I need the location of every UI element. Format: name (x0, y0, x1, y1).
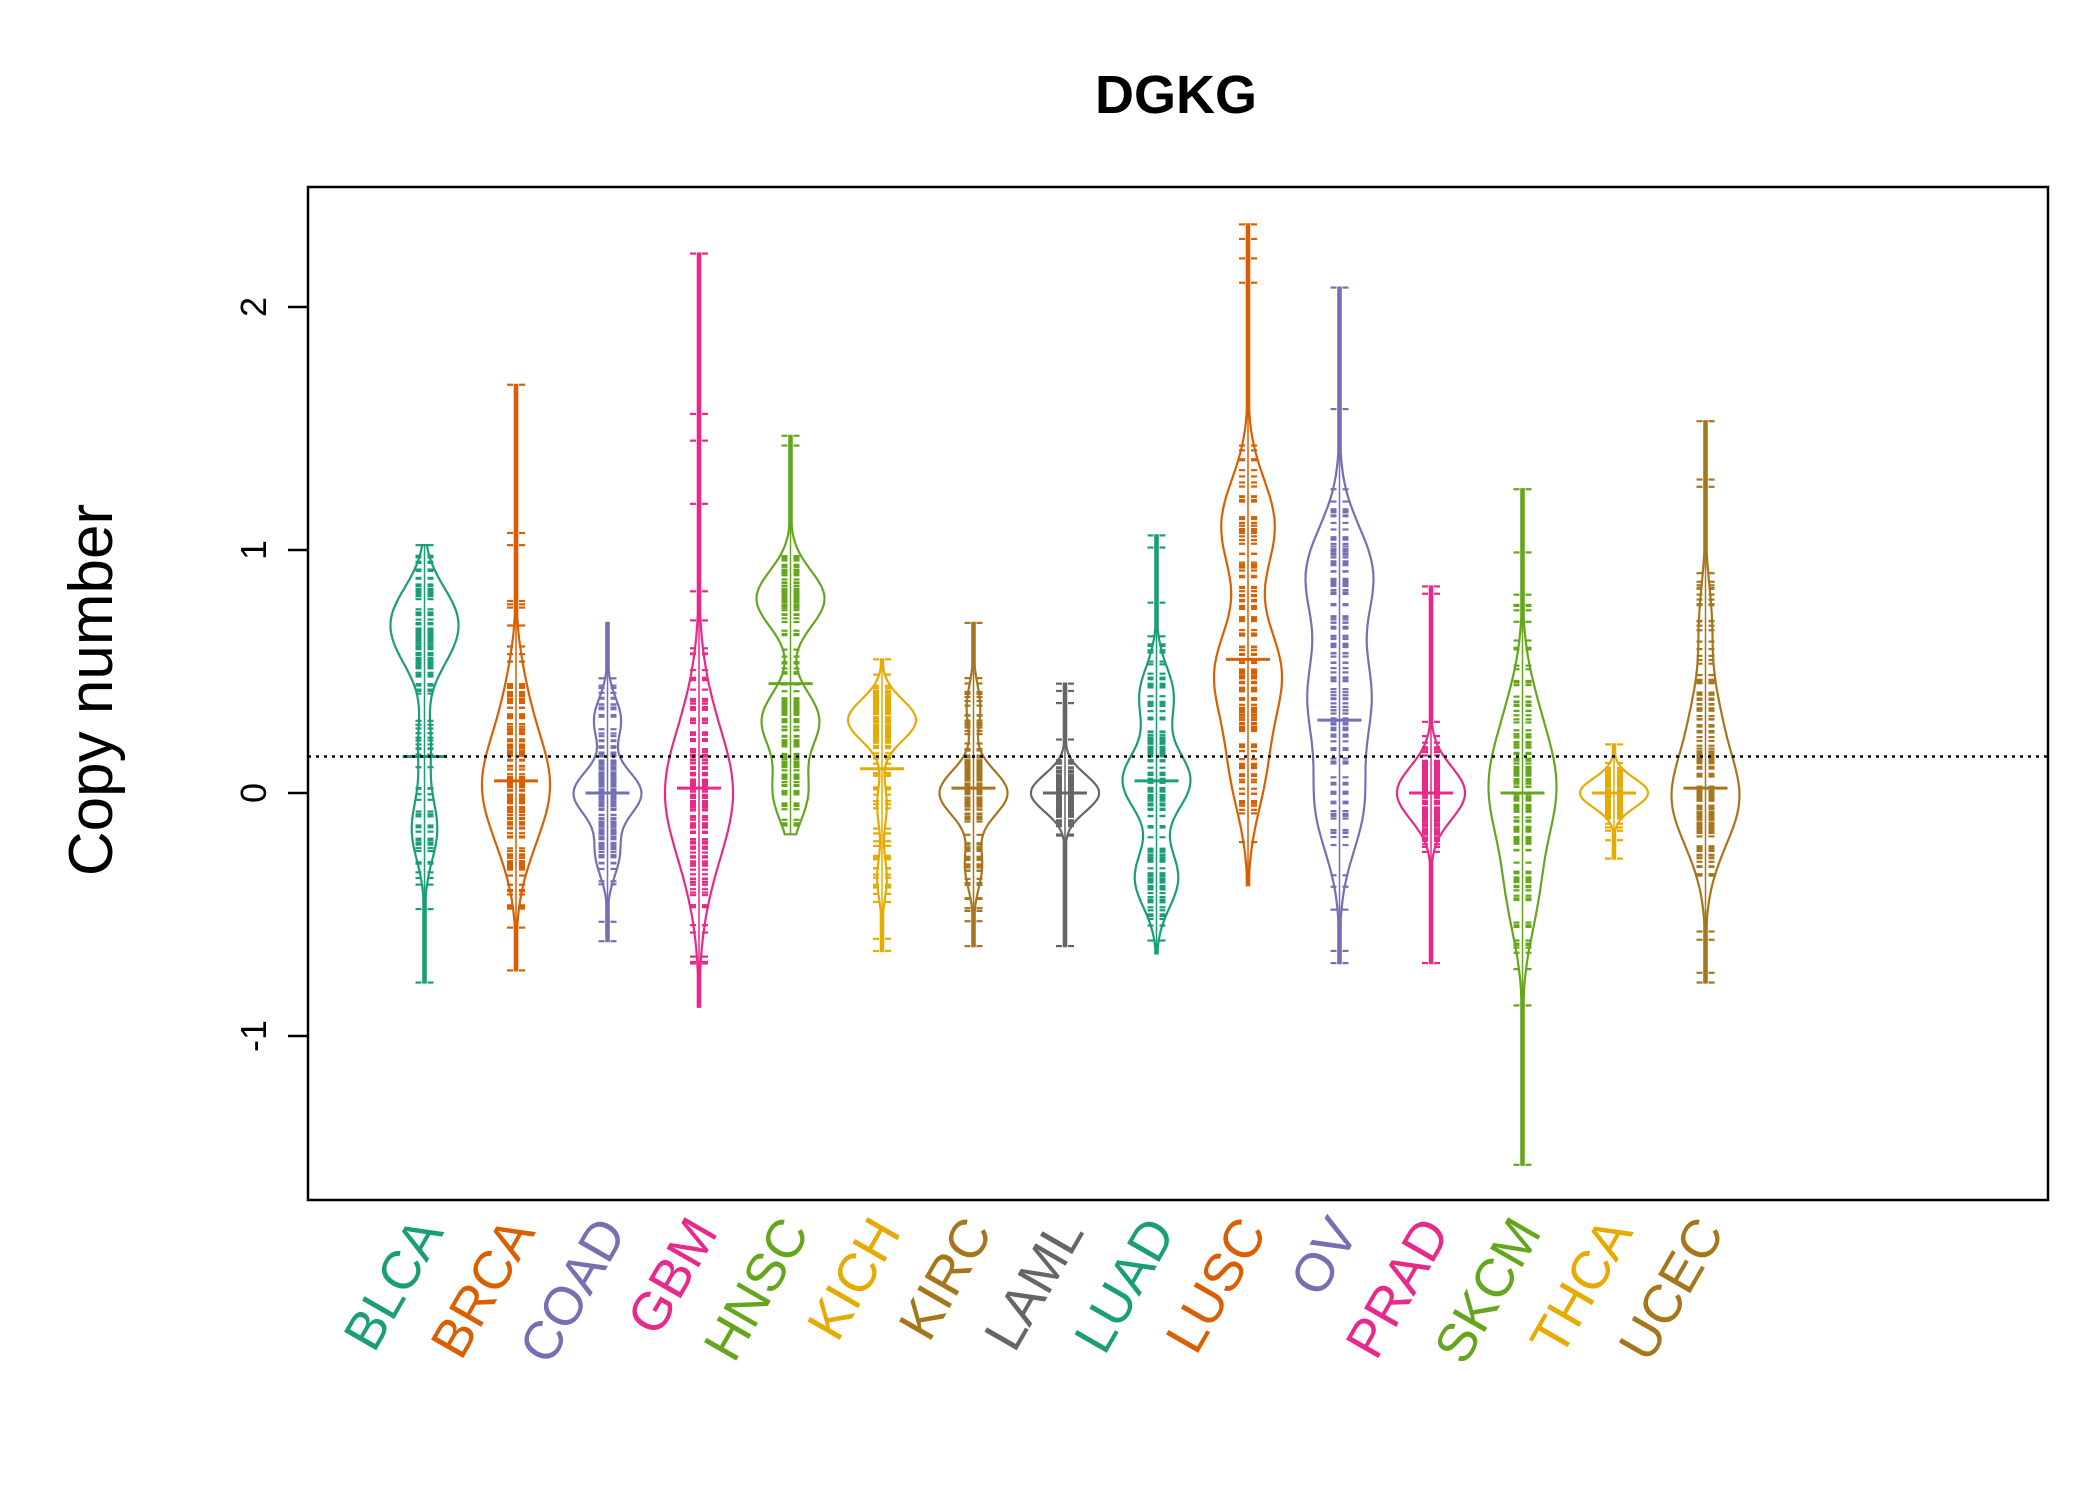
bean-rug-ov (1330, 488, 1349, 888)
bean-outline-blca (389, 543, 460, 984)
bean-outline-luad (1121, 534, 1192, 955)
y-tick-label: 0 (233, 783, 274, 803)
bean-outline-kirc (938, 621, 1009, 948)
bean-outline-coad (572, 621, 643, 943)
bean-rug-lusc (1239, 444, 1257, 844)
bean-coad (572, 621, 643, 943)
bean-outline-gbm (663, 252, 735, 1008)
chart-title: DGKG (1095, 65, 1257, 125)
bean-kirc (938, 621, 1009, 948)
y-tick-label: 1 (233, 540, 274, 560)
x-tick-label-kich: KICH (796, 1208, 912, 1350)
bean-prad (1395, 585, 1467, 965)
y-axis-label: Copy number (57, 504, 126, 876)
bean-rug-brca (507, 599, 525, 929)
bean-outline-thca (1578, 743, 1650, 860)
bean-outline-ov (1304, 286, 1375, 965)
bean-outline-ucec (1670, 420, 1741, 984)
bean-rug-kich (873, 673, 891, 904)
bean-rug-blca (415, 554, 434, 911)
bean-outline-kich (846, 658, 918, 953)
y-tick-label: -1 (233, 1020, 274, 1052)
bean-rug-luad (1147, 601, 1166, 942)
bean-rug-gbm (690, 619, 708, 965)
bean-outline-brca (480, 383, 552, 972)
bean-kich (846, 658, 918, 953)
bean-rug-laml (1056, 759, 1074, 837)
bean-lusc (1212, 223, 1284, 887)
bean-hnsc (755, 434, 826, 836)
bean-outline-lusc (1212, 223, 1284, 887)
bean-brca (480, 383, 552, 972)
beans-group (389, 223, 1741, 1166)
bean-luad (1121, 534, 1192, 955)
bean-outline-hnsc (755, 434, 826, 836)
bean-gbm (663, 252, 735, 1008)
y-axis: -1 0 1 2 (233, 297, 308, 1052)
bean-rug-skcm (1513, 593, 1532, 1007)
bean-rug-hnsc (781, 555, 800, 827)
x-tick-label-ov: OV (1279, 1208, 1370, 1306)
bean-skcm (1487, 488, 1558, 1166)
bean-ov (1304, 286, 1375, 965)
bean-ucec (1670, 420, 1741, 984)
bean-thca (1578, 743, 1650, 860)
bean-laml (1029, 682, 1101, 948)
bean-outline-laml (1029, 682, 1101, 948)
plot-area-frame (306, 185, 2050, 1202)
y-tick-label: 2 (233, 297, 274, 317)
bean-blca (389, 543, 460, 984)
bean-rug-kirc (964, 677, 983, 923)
